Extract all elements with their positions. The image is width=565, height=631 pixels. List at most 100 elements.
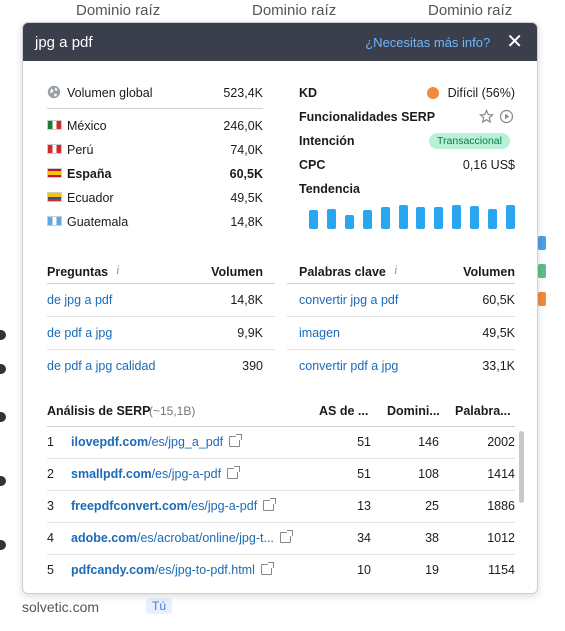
serp-domain: adobe.com bbox=[71, 531, 137, 545]
questions-volume-header: Volumen bbox=[211, 265, 263, 279]
serp-domains-value: 25 bbox=[425, 499, 439, 513]
keywords-header: Palabras clave bbox=[299, 265, 386, 279]
question-volume: 9,9K bbox=[237, 326, 263, 340]
serp-domain: smallpdf.com bbox=[71, 467, 152, 481]
serp-result-link[interactable]: pdfcandy.com/es/jpg-to-pdf.html bbox=[71, 562, 274, 577]
trend-bar bbox=[452, 205, 462, 229]
serp-as-value: 13 bbox=[357, 499, 371, 513]
keyword-volume: 33,1K bbox=[482, 359, 515, 373]
serp-domain: pdfcandy.com bbox=[71, 563, 155, 577]
external-link-icon[interactable] bbox=[279, 530, 293, 543]
popup-header: jpg a pdf ¿Necesitas más info? ✕ bbox=[23, 23, 537, 61]
serp-rank: 1 bbox=[47, 435, 54, 449]
divider bbox=[287, 316, 515, 317]
serp-result-link[interactable]: freepdfconvert.com/es/jpg-a-pdf bbox=[71, 498, 277, 513]
serp-domains-value: 38 bbox=[425, 531, 439, 545]
background-dropdown-1[interactable]: Dominio raíz bbox=[76, 2, 161, 19]
background-dot bbox=[0, 476, 6, 486]
serp-domain: freepdfconvert.com bbox=[71, 499, 188, 513]
country-name: España bbox=[67, 167, 112, 181]
serp-keywords-value: 1414 bbox=[487, 467, 515, 481]
serp-domain: ilovepdf.com bbox=[71, 435, 149, 449]
serp-analysis-title: Análisis de SERP bbox=[47, 404, 151, 418]
serp-rank: 5 bbox=[47, 563, 54, 577]
country-volume: 49,5K bbox=[230, 191, 263, 205]
keywords-volume-header: Volumen bbox=[463, 265, 515, 279]
country-volume: 60,5K bbox=[229, 167, 263, 181]
country-name: Guatemala bbox=[67, 215, 129, 229]
background-dropdown-2[interactable]: Dominio raíz bbox=[252, 2, 337, 19]
serp-as-value: 51 bbox=[357, 435, 371, 449]
keyword-volume: 49,5K bbox=[482, 326, 515, 340]
trend-bar bbox=[416, 207, 426, 229]
background-dropdown-3[interactable]: Dominio raíz bbox=[428, 2, 513, 19]
serp-path: /es/jpg-to-pdf.html bbox=[154, 563, 255, 577]
serp-col-domains[interactable]: Domini... bbox=[387, 404, 440, 418]
serp-as-value: 10 bbox=[357, 563, 371, 577]
question-volume: 390 bbox=[242, 359, 263, 373]
keyword-link[interactable]: convertir jpg a pdf bbox=[299, 293, 399, 307]
divider bbox=[287, 349, 515, 350]
serp-result-link[interactable]: smallpdf.com/es/jpg-a-pdf bbox=[71, 466, 241, 481]
spain-flag-icon bbox=[47, 168, 62, 178]
background-domain: solvetic.com bbox=[22, 599, 100, 615]
external-link-icon[interactable] bbox=[227, 466, 241, 479]
serp-result-link[interactable]: ilovepdf.com/es/jpg_a_pdf bbox=[71, 434, 243, 449]
scrollbar[interactable] bbox=[519, 431, 524, 503]
global-volume-value: 523,4K bbox=[223, 86, 263, 100]
background-marker-orange bbox=[538, 292, 546, 306]
external-link-icon[interactable] bbox=[229, 434, 243, 447]
divider bbox=[47, 316, 275, 317]
trend-bar bbox=[506, 205, 515, 229]
question-link[interactable]: de pdf a jpg bbox=[47, 326, 113, 340]
keyword-overview-popup: jpg a pdf ¿Necesitas más info? ✕ Volumen… bbox=[22, 22, 538, 594]
trend-bar bbox=[380, 207, 390, 229]
serp-rank: 3 bbox=[47, 499, 54, 513]
serp-col-keywords[interactable]: Palabra... bbox=[455, 404, 511, 418]
serp-features-label: Funcionalidades SERP bbox=[299, 110, 436, 124]
trend-bar bbox=[326, 209, 336, 229]
keyword-link[interactable]: convertir pdf a jpg bbox=[299, 359, 399, 373]
info-icon[interactable]: i bbox=[394, 262, 398, 277]
serp-col-as[interactable]: AS de ... bbox=[319, 404, 369, 418]
country-volume: 74,0K bbox=[230, 143, 263, 157]
question-link[interactable]: de pdf a jpg calidad bbox=[47, 359, 156, 373]
serp-domains-value: 146 bbox=[418, 435, 439, 449]
serp-result-count: (~15,1B) bbox=[149, 404, 196, 418]
background-marker-blue bbox=[538, 236, 546, 250]
serp-path: /es/jpg-a-pdf bbox=[151, 467, 222, 481]
trend-bar bbox=[398, 205, 408, 229]
background-marker-green bbox=[538, 264, 546, 278]
info-icon[interactable]: i bbox=[116, 262, 120, 277]
peru-flag-icon bbox=[47, 144, 62, 154]
country-name: México bbox=[67, 119, 107, 133]
country-name: Perú bbox=[67, 143, 94, 157]
background-footer: solvetic.com Tú bbox=[18, 596, 548, 616]
divider bbox=[47, 490, 515, 491]
trend-bar bbox=[434, 207, 444, 229]
trend-chart bbox=[309, 203, 515, 229]
trend-label: Tendencia bbox=[299, 182, 360, 196]
play-icon bbox=[499, 109, 514, 124]
close-icon[interactable]: ✕ bbox=[506, 31, 523, 53]
divider bbox=[47, 349, 275, 350]
divider bbox=[287, 283, 515, 284]
serp-result-link[interactable]: adobe.com/es/acrobat/online/jpg-t... bbox=[71, 530, 293, 545]
background-dot bbox=[0, 364, 6, 374]
serp-rank: 2 bbox=[47, 467, 54, 481]
external-link-icon[interactable] bbox=[260, 562, 274, 575]
trend-bar bbox=[344, 215, 354, 229]
help-link[interactable]: ¿Necesitas más info? bbox=[365, 34, 491, 50]
serp-as-value: 34 bbox=[357, 531, 371, 545]
country-volume: 246,0K bbox=[223, 119, 263, 133]
external-link-icon[interactable] bbox=[263, 498, 277, 511]
serp-keywords-value: 1886 bbox=[487, 499, 515, 513]
question-link[interactable]: de jpg a pdf bbox=[47, 293, 113, 307]
serp-path: /es/jpg-a-pdf bbox=[187, 499, 258, 513]
keyword-title: jpg a pdf bbox=[35, 33, 93, 51]
question-volume: 14,8K bbox=[230, 293, 263, 307]
serp-path: /es/acrobat/online/jpg-t... bbox=[137, 531, 274, 545]
country-name: Ecuador bbox=[67, 191, 114, 205]
divider bbox=[47, 283, 275, 284]
keyword-link[interactable]: imagen bbox=[299, 326, 340, 340]
